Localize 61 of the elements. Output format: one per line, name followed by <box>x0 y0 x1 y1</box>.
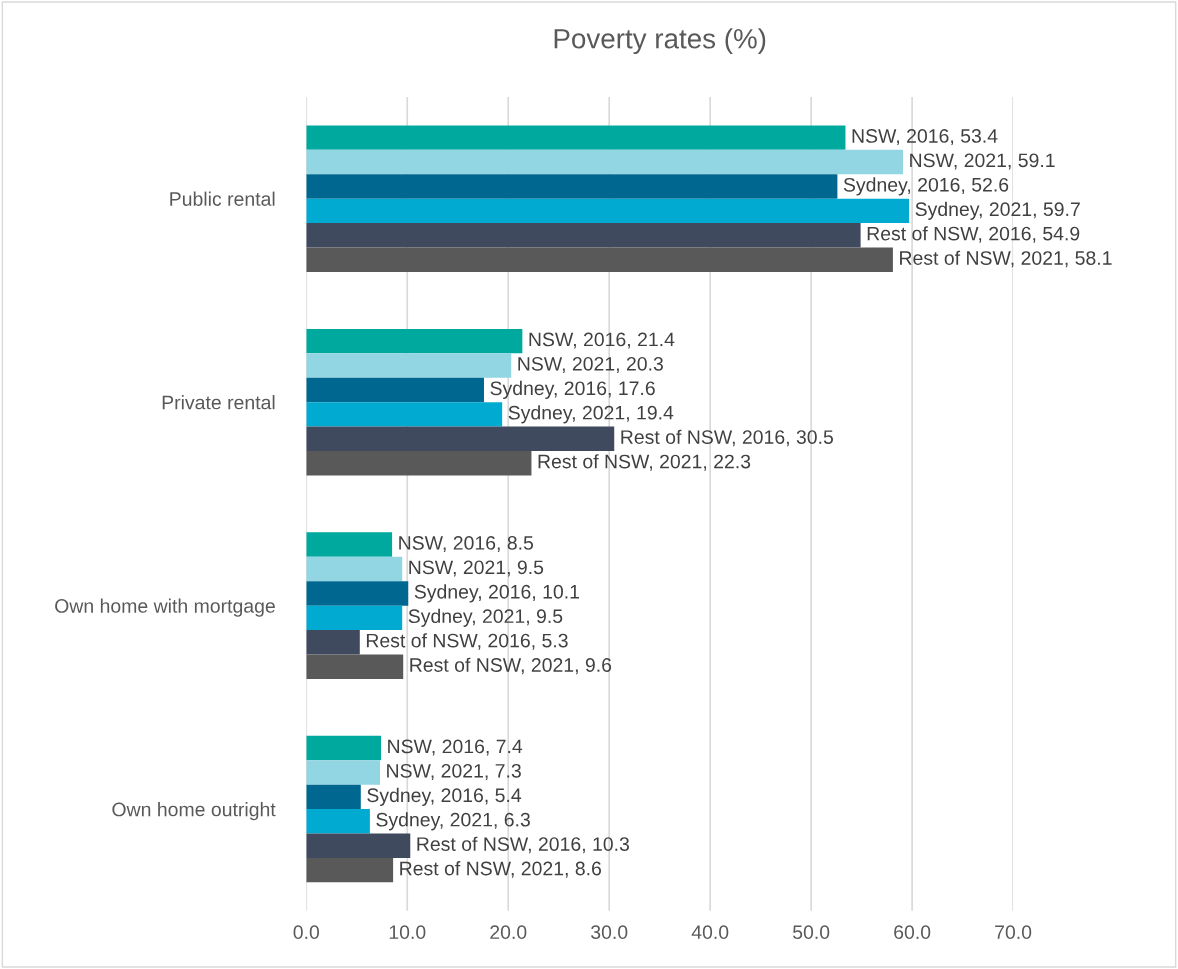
bar <box>306 833 411 858</box>
data-label: Sydney, 2016, 5.4 <box>367 787 522 806</box>
data-label: Sydney, 2016, 10.1 <box>414 584 579 603</box>
chart-title: Poverty rates (%) <box>554 28 766 55</box>
data-label: Rest of NSW, 2016, 54.9 <box>867 226 1080 243</box>
data-label: NSW, 2021, 7.3 <box>387 763 521 780</box>
data-label: Sydney, 2021, 59.7 <box>915 201 1080 220</box>
data-label: NSW, 2021, 20.3 <box>518 356 663 374</box>
y-tick-label: Private rental <box>162 395 275 410</box>
x-tick-label: 60.0 <box>894 925 931 940</box>
bar <box>306 377 484 403</box>
bar <box>306 402 503 427</box>
data-label: Sydney, 2021, 19.4 <box>508 405 674 424</box>
bar <box>306 654 404 679</box>
bar <box>306 223 861 248</box>
bar <box>306 328 523 354</box>
y-tick-label: Public rental <box>170 191 275 206</box>
data-label: NSW, 2021, 59.1 <box>910 153 1055 170</box>
data-label: Rest of NSW, 2016, 10.3 <box>417 836 629 854</box>
bar <box>306 581 409 606</box>
x-tick-label: 10.0 <box>389 925 426 940</box>
bar <box>306 809 370 834</box>
bar <box>306 426 615 451</box>
bar <box>306 857 394 883</box>
x-tick-label: 30.0 <box>591 925 628 940</box>
data-label: Sydney, 2016, 52.6 <box>843 177 1009 196</box>
bar <box>306 784 361 810</box>
x-tick-label: 0.0 <box>293 925 320 940</box>
bar <box>306 247 893 272</box>
bar <box>306 353 512 378</box>
bar <box>306 174 838 199</box>
bar <box>306 605 403 631</box>
data-label: NSW, 2016, 53.4 <box>852 129 998 146</box>
data-label: Rest of NSW, 2021, 58.1 <box>900 250 1112 268</box>
data-label: NSW, 2016, 7.4 <box>388 739 523 756</box>
data-label: Rest of NSW, 2021, 22.3 <box>538 454 751 471</box>
bar <box>306 198 910 224</box>
data-label: Rest of NSW, 2016, 5.3 <box>366 633 568 650</box>
data-label: Sydney, 2016, 17.6 <box>490 380 655 399</box>
bar <box>306 532 393 557</box>
bar <box>306 760 380 785</box>
data-label: Rest of NSW, 2016, 30.5 <box>621 429 833 447</box>
data-label: NSW, 2016, 8.5 <box>399 536 534 553</box>
bar <box>306 735 381 761</box>
bar <box>306 630 360 655</box>
y-tick-label: Own home with mortgage <box>55 598 275 617</box>
y-tick-label: Own home outright <box>112 802 276 821</box>
x-tick-label: 20.0 <box>490 925 527 940</box>
data-label: NSW, 2016, 21.4 <box>529 332 675 349</box>
data-label: Rest of NSW, 2021, 8.6 <box>400 861 602 878</box>
x-tick-label: 50.0 <box>792 925 830 940</box>
data-label: Sydney, 2021, 9.5 <box>408 608 563 627</box>
data-label: Sydney, 2021, 6.3 <box>376 812 530 831</box>
bar <box>306 556 403 582</box>
data-label: NSW, 2021, 9.5 <box>409 560 544 577</box>
bar <box>306 450 532 476</box>
x-tick-label: 70.0 <box>995 925 1032 940</box>
x-tick-label: 40.0 <box>691 925 729 940</box>
bar <box>306 149 904 175</box>
data-label: Rest of NSW, 2021, 9.6 <box>410 657 612 675</box>
bar <box>306 125 846 150</box>
